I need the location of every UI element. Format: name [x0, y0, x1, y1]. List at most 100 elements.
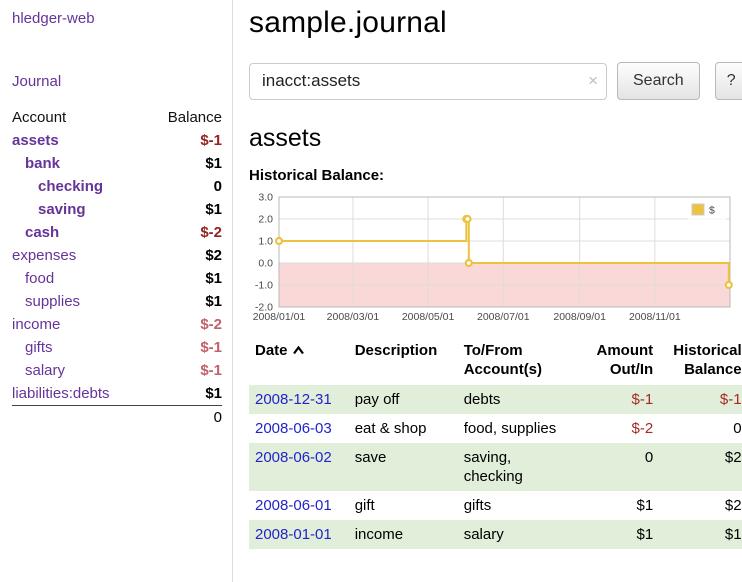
transaction-description: pay off: [354, 391, 400, 408]
account-row: cash $-2: [12, 221, 222, 244]
search-button[interactable]: Search: [617, 62, 700, 100]
account-balance: $1: [205, 384, 222, 402]
account-row: bank $1: [12, 152, 222, 175]
page-title: sample.journal: [249, 6, 447, 39]
transaction-balance: $-1: [719, 391, 742, 408]
svg-text:2008/05/01: 2008/05/01: [402, 311, 455, 323]
clear-search-icon[interactable]: ×: [588, 70, 598, 90]
transaction-date-cell: 2008-06-02: [249, 443, 349, 491]
sort-ascending-icon: [292, 345, 304, 355]
register-table: Date Description To/From Account(s) Amou…: [249, 337, 742, 549]
register-col-balance: Historical Balance: [673, 342, 742, 378]
account-balance: $1: [205, 200, 222, 218]
chart-title: Historical Balance:: [249, 167, 385, 184]
account-link[interactable]: checking: [38, 177, 104, 195]
account-row: assets $-1: [12, 129, 222, 152]
account-row: salary $-1: [12, 359, 222, 382]
transaction-balance: 0: [733, 420, 742, 437]
historical-balance-chart: 3.0 2.0 1.0 0.0 -1.0 -2.0 2008/01/01 2008/03/01…: [249, 192, 742, 325]
accounts-table: Account Balance assets $-1 bank $1 checking 0…: [12, 106, 222, 430]
svg-text:2008/07/01: 2008/07/01: [477, 311, 530, 323]
account-balance: $-2: [200, 315, 222, 333]
transaction-amount: 0: [644, 449, 654, 466]
account-row: gifts $-1: [12, 336, 222, 359]
transaction-description: save: [354, 449, 387, 466]
account-balance: $1: [205, 269, 222, 287]
sidebar: hledger-web Journal Account Balance asse…: [0, 0, 233, 582]
register-col-date[interactable]: Date: [249, 337, 349, 385]
main-content: sample.journal × Search ? assets Histori…: [233, 0, 742, 582]
svg-text:2008/09/01: 2008/09/01: [553, 311, 606, 323]
svg-text:3.0: 3.0: [258, 193, 273, 204]
register-header-row: Date Description To/From Account(s) Amou…: [249, 337, 742, 385]
register-col-description: Description: [354, 342, 438, 359]
account-heading: assets: [249, 124, 322, 152]
account-link[interactable]: supplies: [25, 292, 81, 310]
svg-text:$: $: [709, 205, 715, 217]
register-col-amount: Amount Out/In: [596, 342, 654, 378]
register-row: 2008-06-03 eat & shop food, supplies $-2 0: [249, 414, 742, 443]
transaction-date-link[interactable]: 2008-01-01: [255, 526, 332, 543]
transaction-date-cell: 2008-01-01: [249, 520, 349, 549]
register-row: 2008-12-31 pay off debts $-1 $-1: [249, 385, 742, 414]
account-balance: $-1: [200, 361, 222, 379]
transaction-date-cell: 2008-12-31: [249, 385, 349, 414]
accounts-header-row: Account Balance: [12, 106, 222, 129]
register-row: 2008-01-01 income salary $1 $1: [249, 520, 742, 549]
transaction-date-link[interactable]: 2008-06-01: [255, 497, 332, 514]
svg-text:2008/03/01: 2008/03/01: [327, 311, 380, 323]
account-link[interactable]: liabilities:debts: [12, 384, 110, 402]
account-link[interactable]: gifts: [25, 338, 53, 356]
account-balance: $1: [205, 154, 222, 172]
transaction-accounts: saving, checking: [463, 449, 523, 485]
accounts-col-account: Account: [12, 109, 67, 126]
account-link[interactable]: income: [12, 315, 61, 333]
transaction-amount: $1: [636, 526, 654, 543]
account-balance: $-1: [200, 338, 222, 356]
accounts-total-balance: 0: [146, 405, 222, 430]
account-link[interactable]: saving: [38, 200, 86, 218]
transaction-date-cell: 2008-06-01: [249, 491, 349, 520]
account-balance: 0: [213, 177, 222, 195]
transaction-balance: $1: [724, 526, 742, 543]
account-row: saving $1: [12, 198, 222, 221]
journal-link[interactable]: Journal: [12, 73, 62, 90]
transaction-date-link[interactable]: 2008-12-31: [255, 391, 332, 408]
account-link[interactable]: cash: [25, 223, 60, 241]
svg-text:1.0: 1.0: [258, 236, 273, 248]
register-col-account: To/From Account(s): [463, 342, 543, 378]
svg-text:-1.0: -1.0: [255, 280, 273, 292]
account-balance: $2: [205, 246, 222, 264]
transaction-date-link[interactable]: 2008-06-02: [255, 449, 332, 466]
svg-text:0.0: 0.0: [258, 258, 273, 270]
transaction-balance: $2: [724, 449, 742, 466]
transaction-description: income: [354, 526, 404, 543]
search-input[interactable]: [249, 62, 607, 100]
transaction-date-link[interactable]: 2008-06-03: [255, 420, 332, 437]
accounts-col-balance: Balance: [167, 109, 222, 126]
account-link[interactable]: salary: [25, 361, 66, 379]
account-row: checking 0: [12, 175, 222, 198]
search-box: ×: [249, 62, 607, 100]
account-balance: $-1: [200, 131, 222, 149]
account-link[interactable]: food: [25, 269, 55, 287]
transaction-description: eat & shop: [354, 420, 427, 437]
transaction-amount: $-1: [631, 391, 654, 408]
svg-text:2008/11/01: 2008/11/01: [629, 311, 681, 323]
account-link[interactable]: bank: [25, 154, 61, 172]
account-balance: $-2: [200, 223, 222, 241]
account-row: expenses $2: [12, 244, 222, 267]
account-row: income $-2: [12, 313, 222, 336]
account-link[interactable]: expenses: [12, 246, 77, 264]
account-row: liabilities:debts $1: [12, 382, 222, 406]
app-title-link[interactable]: hledger-web: [12, 10, 95, 27]
account-link[interactable]: assets: [12, 131, 59, 149]
transaction-accounts: salary: [463, 526, 504, 543]
register-row: 2008-06-01 gift gifts $1 $2: [249, 491, 742, 520]
help-button[interactable]: ?: [714, 62, 742, 100]
search-form: × Search ?: [249, 62, 742, 100]
transaction-balance: $2: [724, 497, 742, 514]
svg-text:2.0: 2.0: [258, 214, 273, 226]
transaction-amount: $-2: [631, 420, 654, 437]
